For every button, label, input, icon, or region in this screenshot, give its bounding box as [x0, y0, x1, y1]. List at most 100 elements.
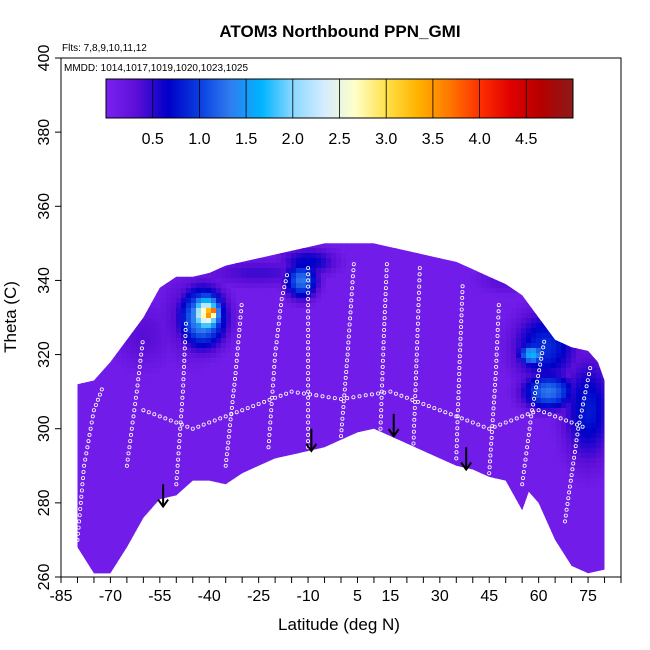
heatmap-cell	[116, 228, 122, 234]
heatmap-cell	[181, 283, 187, 289]
heatmap-cell	[191, 378, 197, 384]
heatmap-cell	[276, 118, 282, 124]
heatmap-cell	[221, 133, 227, 139]
heatmap-cell	[226, 388, 232, 394]
heatmap-cell	[251, 438, 257, 444]
heatmap-cell	[71, 328, 77, 334]
heatmap-cell	[201, 183, 207, 189]
heatmap-cell	[71, 278, 77, 284]
heatmap-cell	[126, 258, 132, 264]
heatmap-cell	[71, 323, 77, 329]
heatmap-cell	[71, 243, 77, 249]
heatmap-cell	[66, 343, 72, 349]
heatmap-cell	[216, 403, 222, 409]
heatmap-cell	[86, 93, 92, 99]
heatmap-cell	[126, 568, 132, 574]
heatmap-cell	[241, 293, 247, 299]
heatmap-cell	[261, 73, 267, 79]
heatmap-cell	[151, 498, 157, 504]
heatmap-cell	[66, 283, 72, 289]
heatmap-cell	[136, 478, 142, 484]
heatmap-cell	[276, 293, 282, 299]
heatmap-cell	[91, 523, 97, 529]
heatmap-cell	[141, 253, 147, 259]
heatmap-cell	[231, 393, 237, 399]
heatmap-cell	[231, 338, 237, 344]
heatmap-cell	[156, 168, 162, 174]
heatmap-cell	[291, 273, 297, 279]
heatmap-cell	[206, 283, 212, 289]
heatmap-cell	[261, 408, 267, 414]
heatmap-cell	[156, 368, 162, 374]
heatmap-cell	[141, 498, 147, 504]
heatmap-cell	[151, 518, 157, 524]
heatmap-cell	[61, 168, 67, 174]
heatmap-cell	[226, 118, 232, 124]
heatmap-cell	[91, 568, 97, 574]
heatmap-cell	[191, 278, 197, 284]
heatmap-cell	[261, 348, 267, 354]
heatmap-cell	[246, 558, 252, 564]
heatmap-cell	[271, 123, 277, 129]
heatmap-cell	[186, 463, 192, 469]
heatmap-cell	[61, 178, 67, 184]
heatmap-cell	[181, 173, 187, 179]
heatmap-cell	[111, 283, 117, 289]
heatmap-cell	[251, 443, 257, 449]
heatmap-cell	[256, 68, 262, 74]
heatmap-cell	[251, 203, 257, 209]
heatmap-cell	[151, 333, 157, 339]
heatmap-cell	[91, 193, 97, 199]
heatmap-cell	[271, 243, 277, 244]
heatmap-cell	[156, 208, 162, 214]
heatmap-cell	[251, 163, 257, 169]
heatmap-cell	[156, 203, 162, 209]
heatmap-cell	[206, 308, 212, 314]
heatmap-cell	[191, 198, 197, 204]
heatmap-cell	[126, 168, 132, 174]
heatmap-cell	[271, 553, 277, 559]
heatmap-cell	[116, 393, 122, 399]
heatmap-cell	[206, 563, 212, 569]
heatmap-cell	[271, 373, 277, 379]
heatmap-cell	[186, 213, 192, 219]
heatmap-cell	[161, 293, 167, 299]
heatmap-cell	[151, 263, 157, 269]
heatmap-cell	[256, 63, 262, 69]
heatmap-cell	[271, 183, 277, 189]
heatmap-cell	[286, 423, 292, 429]
heatmap-cell	[126, 558, 132, 564]
heatmap-cell	[166, 388, 172, 394]
heatmap-cell	[276, 233, 282, 239]
heatmap-cell	[296, 543, 302, 549]
heatmap-cell	[271, 148, 277, 154]
heatmap-cell	[96, 378, 102, 384]
heatmap-cell	[241, 368, 247, 374]
heatmap-cell	[281, 333, 287, 339]
heatmap-cell	[176, 438, 182, 444]
heatmap-cell	[131, 523, 137, 529]
heatmap-cell	[111, 403, 117, 409]
heatmap-cell	[231, 198, 237, 204]
heatmap-cell	[186, 228, 192, 234]
heatmap-cell	[71, 333, 77, 339]
heatmap-cell	[291, 308, 297, 314]
heatmap-cell	[161, 463, 167, 469]
heatmap-cell	[241, 213, 247, 219]
heatmap-cell	[166, 258, 172, 264]
heatmap-cell	[241, 498, 247, 504]
heatmap-cell	[251, 183, 257, 189]
heatmap-cell	[246, 383, 252, 389]
heatmap-cell	[61, 553, 67, 559]
heatmap-cell	[91, 413, 97, 419]
heatmap-cell	[111, 483, 117, 489]
heatmap-cell	[81, 448, 87, 454]
heatmap-cell	[96, 388, 102, 394]
heatmap-cell	[176, 403, 182, 409]
heatmap-cell	[96, 268, 102, 274]
heatmap-cell	[281, 158, 287, 164]
heatmap-cell	[301, 68, 307, 74]
heatmap-cell	[191, 348, 197, 354]
heatmap-cell	[271, 273, 277, 279]
heatmap-cell	[221, 438, 227, 444]
